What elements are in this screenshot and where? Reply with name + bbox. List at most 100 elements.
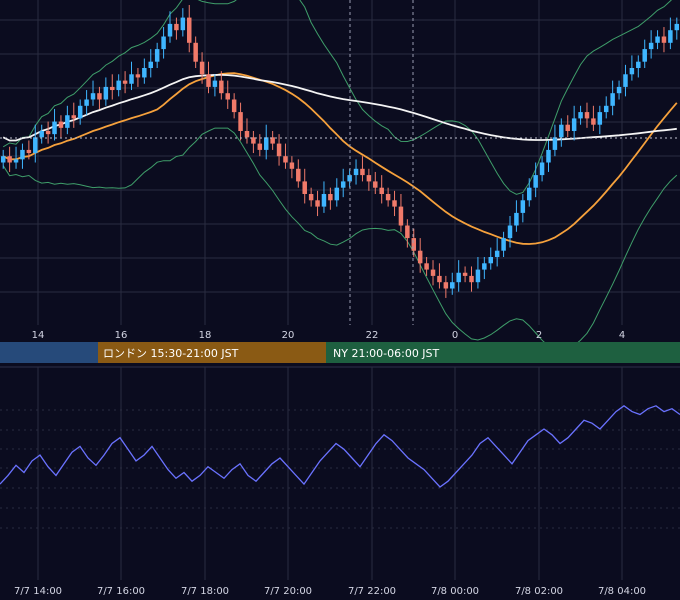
price-x-tick-label: 16 xyxy=(115,330,128,341)
candle-body xyxy=(475,269,481,283)
candle-body xyxy=(507,225,513,239)
candle-body xyxy=(340,181,346,188)
candle-body xyxy=(193,42,198,62)
candle-body xyxy=(167,23,173,37)
candle-body xyxy=(411,238,417,251)
candle-body xyxy=(257,143,263,150)
candle-body xyxy=(135,74,141,78)
bollinger-lower xyxy=(2,127,678,354)
candle-body xyxy=(45,131,51,135)
candle-body xyxy=(405,225,410,239)
candle-body xyxy=(174,23,179,31)
session-london-label: ロンドン 15:30-21:00 JST xyxy=(103,347,239,360)
candle-body xyxy=(296,168,301,182)
candle-body xyxy=(39,131,44,138)
candle-body xyxy=(212,80,218,87)
candle-body xyxy=(366,175,372,182)
candle-body xyxy=(450,282,455,289)
session-tokyo xyxy=(0,342,98,363)
candle-body xyxy=(642,49,647,62)
candle-body xyxy=(283,156,288,163)
price-x-tick-label: 14 xyxy=(32,330,45,341)
candle-body xyxy=(443,282,449,289)
bottom-x-tick-label: 7/7 22:00 xyxy=(348,586,396,597)
candle-body xyxy=(494,250,500,257)
price-x-tick-label: 18 xyxy=(199,330,212,341)
candle-body xyxy=(231,99,237,113)
candle-body xyxy=(584,112,590,119)
candle-body xyxy=(392,200,397,207)
candle-body xyxy=(161,36,166,50)
candle-body xyxy=(533,175,538,188)
candle-body xyxy=(65,115,70,128)
price-x-tick-label: 4 xyxy=(619,330,625,341)
candle-body xyxy=(668,30,673,43)
candle-body xyxy=(565,124,570,131)
candle-body xyxy=(661,36,667,43)
price-x-tick-label: 0 xyxy=(452,330,458,341)
candle-body xyxy=(417,250,423,264)
candle-body xyxy=(527,187,532,201)
bottom-x-axis: 7/7 14:00 7/7 16:00 7/7 18:00 7/7 20:00 7/7 … xyxy=(14,586,646,597)
price-overlays xyxy=(2,0,678,354)
bottom-x-tick-label: 7/7 16:00 xyxy=(97,586,145,597)
bollinger-upper xyxy=(2,0,672,195)
candle-body xyxy=(199,61,205,75)
candle-body xyxy=(398,206,404,226)
candle-body xyxy=(559,124,564,138)
candle-body xyxy=(321,194,327,207)
bottom-x-tick-label: 7/7 20:00 xyxy=(264,586,312,597)
bottom-x-tick-label: 7/8 00:00 xyxy=(431,586,479,597)
candle-body xyxy=(610,93,615,106)
candle-body xyxy=(591,118,596,125)
candle-body xyxy=(302,181,307,194)
candle-body xyxy=(71,115,77,119)
candle-body xyxy=(33,137,38,154)
oscillator-line xyxy=(0,404,680,488)
candle-body xyxy=(379,187,384,194)
candle-body xyxy=(328,194,333,201)
session-ny xyxy=(326,342,680,363)
candle-body xyxy=(552,137,558,150)
bottom-x-tick-label: 7/7 18:00 xyxy=(181,586,229,597)
candle-body xyxy=(154,49,160,62)
candle-body xyxy=(462,272,468,276)
candle-body xyxy=(623,74,628,87)
candle-body xyxy=(347,175,352,182)
price-x-tick-label: 2 xyxy=(536,330,542,341)
candle-body xyxy=(90,93,96,100)
candle-body xyxy=(187,17,192,43)
candle-body xyxy=(578,112,583,119)
candle-body xyxy=(353,168,359,176)
candle-body xyxy=(308,194,314,201)
candle-body xyxy=(77,105,83,119)
session-ny-label: NY 21:00-06:00 JST xyxy=(333,347,440,360)
candle-body xyxy=(0,156,6,163)
candle-body xyxy=(26,149,32,154)
oscillator-grid xyxy=(0,367,680,580)
candle-body xyxy=(110,86,115,91)
candle-body xyxy=(142,68,147,78)
candle-body xyxy=(244,131,250,138)
candle-body xyxy=(674,23,680,31)
candle-body xyxy=(456,272,461,283)
candle-body xyxy=(289,162,295,169)
candle-body xyxy=(13,159,19,163)
price-x-axis: 14 16 18 20 22 0 2 4 xyxy=(32,330,626,341)
candle-body xyxy=(482,263,487,270)
price-x-tick-label: 22 xyxy=(366,330,379,341)
candle-body xyxy=(148,61,153,68)
candle-body xyxy=(97,93,102,100)
candle-body xyxy=(430,269,436,276)
candle-body xyxy=(7,156,12,163)
price-x-tick-label: 20 xyxy=(282,330,295,341)
candle-body xyxy=(276,143,282,157)
candle-body xyxy=(116,80,121,91)
candle-body xyxy=(251,137,256,144)
candle-body xyxy=(84,99,89,106)
candle-body xyxy=(373,181,378,188)
session-london xyxy=(98,342,326,363)
candle-body xyxy=(636,61,641,68)
candle-body xyxy=(180,17,186,31)
bottom-x-tick-label: 7/8 04:00 xyxy=(598,586,646,597)
